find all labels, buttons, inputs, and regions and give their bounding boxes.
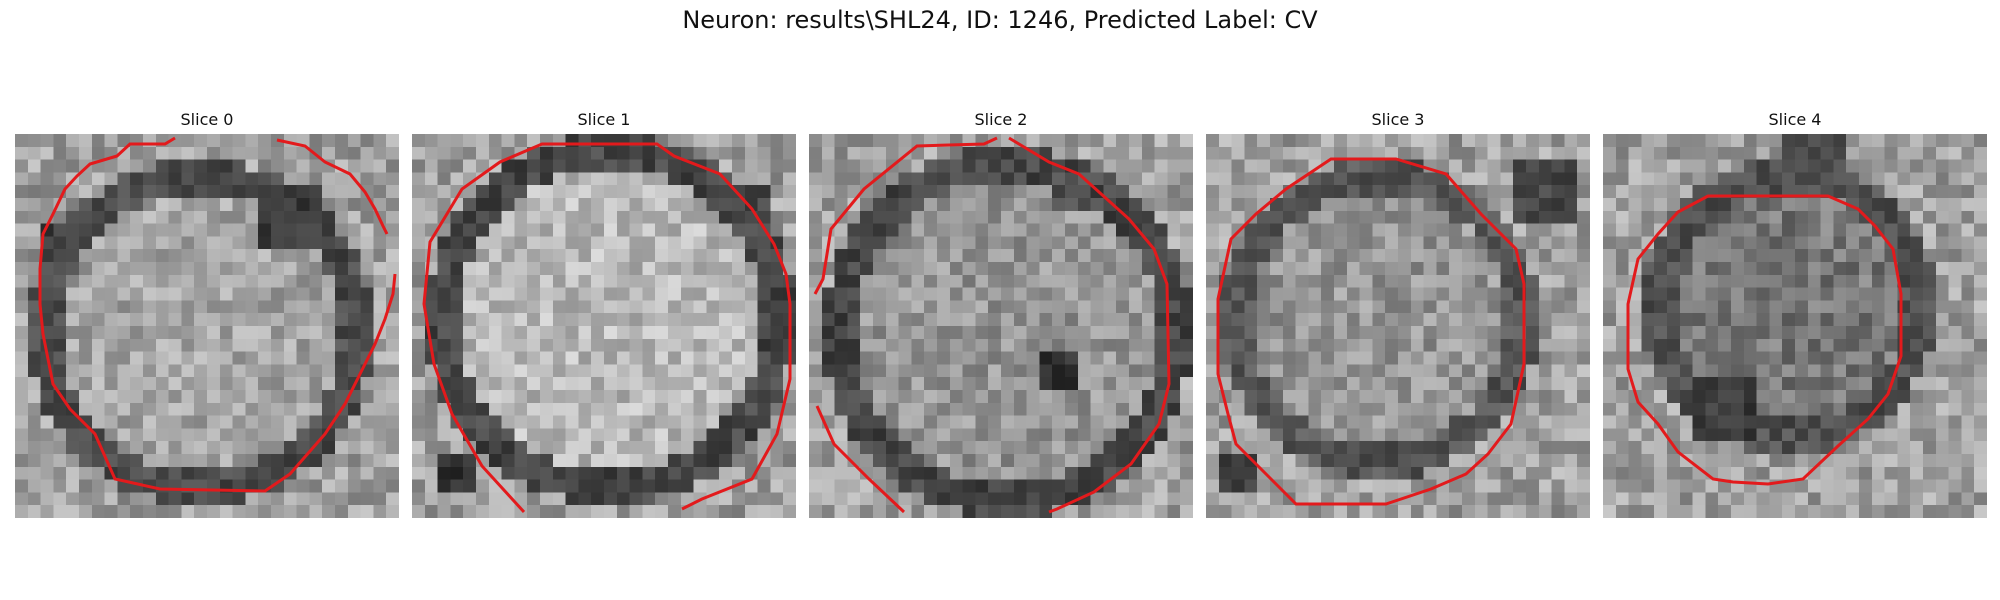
slice-4-image [1603, 134, 1987, 518]
slice-0-panel [15, 134, 399, 518]
slice-3-contour [1216, 157, 1526, 506]
slice-3-panel [1206, 134, 1590, 518]
slice-0-image [15, 134, 399, 518]
slice-2-title: Slice 2 [974, 110, 1028, 129]
slice-2-image [809, 134, 1193, 518]
figure-title: Neuron: results\SHL24, ID: 1246, Predict… [682, 6, 1318, 34]
slice-2-panel [809, 134, 1193, 518]
slice-0-title: Slice 0 [180, 110, 234, 129]
slice-4-contour [1626, 194, 1903, 486]
slice-4-contour-line [1626, 194, 1903, 486]
slice-1-title: Slice 1 [577, 110, 631, 129]
slice-0-contour-line-b [276, 138, 389, 235]
slice-1-panel [412, 134, 796, 518]
slice-2-contour [813, 136, 1171, 514]
slice-2-contour-line [813, 136, 998, 295]
slice-4-title: Slice 4 [1768, 110, 1822, 129]
slice-0-contour-line [38, 136, 397, 493]
slice-4-panel [1603, 134, 1987, 518]
slice-3-title: Slice 3 [1371, 110, 1425, 129]
slice-3-image [1206, 134, 1590, 518]
slice-3-contour-line [1216, 157, 1526, 506]
slice-2-contour-line-b [1008, 136, 1171, 514]
slice-0-contour [38, 136, 397, 493]
slice-1-contour [422, 142, 792, 514]
slice-2-contour-line-c [815, 405, 906, 514]
slice-1-contour-line [422, 142, 792, 514]
